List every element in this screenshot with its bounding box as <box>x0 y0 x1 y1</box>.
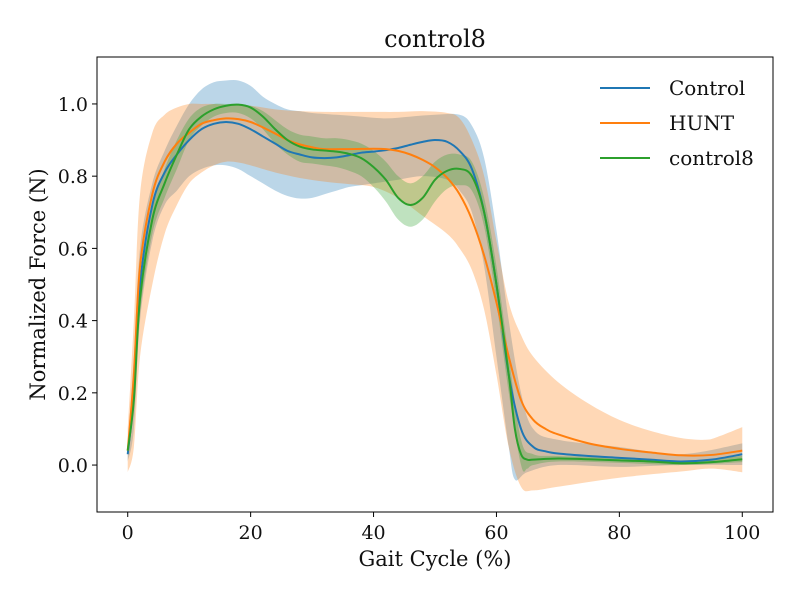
y-axis-ticks: 0.0 0.2 0.4 0.6 0.8 1.0 <box>58 94 97 477</box>
y-tick-label: 0.8 <box>58 166 88 188</box>
x-tick-label: 60 <box>484 522 508 544</box>
plot-frame <box>96 56 774 513</box>
y-axis-label: Normalized Force (N) <box>26 168 50 400</box>
y-tick-label: 0.4 <box>58 311 88 333</box>
y-tick-label: 1.0 <box>58 94 88 116</box>
x-tick-label: 20 <box>239 522 263 544</box>
x-tick-label: 40 <box>361 522 385 544</box>
line-hunt <box>126 117 743 457</box>
band-control <box>127 79 743 481</box>
line-control8 <box>126 103 743 465</box>
legend-label-hunt: HUNT <box>669 111 735 135</box>
line-control <box>126 121 743 463</box>
x-tick-label: 80 <box>607 522 631 544</box>
x-axis-label: Gait Cycle (%) <box>359 547 512 571</box>
legend: Control HUNT control8 <box>600 76 754 170</box>
x-tick-label: 0 <box>122 522 134 544</box>
y-tick-label: 0.0 <box>58 455 88 477</box>
x-tick-label: 100 <box>724 522 760 544</box>
y-tick-label: 0.6 <box>58 238 88 260</box>
chart-title: control8 <box>384 25 486 53</box>
legend-label-control8: control8 <box>669 146 754 170</box>
plot-background <box>97 57 773 512</box>
x-axis-ticks: 0 20 40 60 80 100 <box>122 512 760 544</box>
series-lines <box>126 103 743 465</box>
band-control8 <box>127 103 743 472</box>
y-tick-label: 0.2 <box>58 383 88 405</box>
legend-label-control: Control <box>669 76 745 100</box>
